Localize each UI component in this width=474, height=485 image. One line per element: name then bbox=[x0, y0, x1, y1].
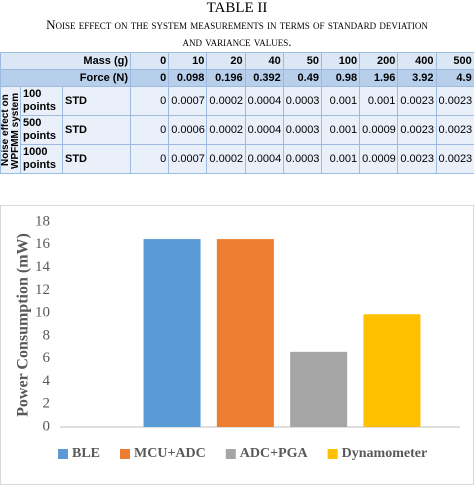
y-tick-label: 6 bbox=[43, 350, 51, 366]
cell-value: 0.001 bbox=[359, 86, 399, 116]
bar bbox=[290, 351, 348, 427]
cell-value: 0.0007 bbox=[168, 144, 208, 174]
measure-label: STD bbox=[61, 86, 132, 116]
cell-value: 0.0023 bbox=[435, 86, 474, 116]
table-caption: Noise effect on the system measurements … bbox=[46, 17, 428, 49]
y-tick-label: 18 bbox=[35, 213, 50, 229]
y-tick-label: 16 bbox=[35, 236, 51, 252]
header-value: 200 bbox=[359, 52, 399, 70]
legend-label: Dynamometer bbox=[342, 446, 428, 461]
cell-value: 0 bbox=[130, 115, 170, 145]
cell-value: 0 bbox=[130, 86, 170, 116]
data-table: Mass (g) 0 10 20 40 50 100 200 400 500 Force (N) 0 0… bbox=[0, 52, 474, 174]
legend-swatch bbox=[327, 449, 338, 459]
cell-value: 0.0023 bbox=[435, 144, 474, 174]
cell-value: 0.0023 bbox=[435, 115, 474, 145]
legend-label: MCU+ADC bbox=[134, 446, 206, 461]
legend-label: BLE bbox=[72, 446, 100, 461]
measure-label: STD bbox=[61, 115, 132, 145]
header-value: 400 bbox=[397, 52, 437, 70]
group-label: Noise effect on WPFMM system bbox=[0, 86, 21, 174]
legend-label: ADC+PGA bbox=[240, 446, 309, 461]
bar bbox=[216, 239, 274, 427]
cell-value: 0.0007 bbox=[168, 86, 208, 116]
cell-value: 0.0009 bbox=[359, 115, 399, 145]
cell-value: 0.0023 bbox=[397, 115, 437, 145]
header-label: Mass (g) bbox=[0, 52, 132, 70]
header-value: 500 bbox=[435, 52, 474, 70]
header-value: 0.098 bbox=[168, 69, 208, 87]
cell-value: 0.0003 bbox=[282, 115, 322, 145]
cell-value: 0.0002 bbox=[206, 144, 246, 174]
row-label: 500 points bbox=[20, 115, 63, 145]
header-value: 0.98 bbox=[320, 69, 361, 87]
y-tick-label: 2 bbox=[43, 396, 51, 412]
header-value: 40 bbox=[244, 52, 284, 70]
header-value: 0 bbox=[130, 52, 170, 70]
header-value: 1.96 bbox=[359, 69, 399, 87]
cell-value: 0.0003 bbox=[282, 86, 322, 116]
header-row: Mass (g) 0 10 20 40 50 100 200 400 500 bbox=[0, 52, 474, 70]
bar bbox=[363, 314, 421, 427]
bar bbox=[143, 239, 201, 427]
y-tick-label: 12 bbox=[35, 282, 50, 298]
cell-value: 0.0023 bbox=[397, 86, 437, 116]
header-value: 50 bbox=[282, 52, 322, 70]
cell-value: 0.001 bbox=[320, 144, 361, 174]
cell-value: 0.0003 bbox=[282, 144, 322, 174]
cell-value: 0.0004 bbox=[244, 144, 284, 174]
cell-value: 0.0004 bbox=[244, 115, 284, 145]
table-title: TABLE II bbox=[206, 0, 268, 16]
cell-value: 0 bbox=[130, 144, 170, 174]
y-tick-label: 4 bbox=[43, 373, 51, 389]
header-value: 0.196 bbox=[206, 69, 246, 87]
chart: Power Consumption (mW) 0 2 4 6 8 10 12 14 16 18 BL… bbox=[0, 205, 474, 485]
header-value: 20 bbox=[206, 52, 246, 70]
y-tick-label: 8 bbox=[43, 327, 51, 343]
y-axis-label: Power Consumption (mW) bbox=[15, 233, 32, 417]
cell-value: 0.001 bbox=[320, 115, 361, 145]
cell-value: 0.0002 bbox=[206, 115, 246, 145]
header-value: 100 bbox=[320, 52, 361, 70]
cell-value: 0.0004 bbox=[244, 86, 284, 116]
header-value: 0.49 bbox=[282, 69, 322, 87]
cell-value: 0.001 bbox=[320, 86, 361, 116]
header-value: 4.9 bbox=[435, 69, 474, 87]
y-tick-label: 10 bbox=[35, 305, 50, 321]
header-row: Force (N) 0 0.098 0.196 0.392 0.49 0.98 1.96 3.9… bbox=[0, 69, 474, 87]
cell-value: 0.0023 bbox=[397, 144, 437, 174]
y-tick-label: 14 bbox=[35, 259, 51, 275]
data-row: 500 points STD 0 0.0006 0.0002 0.0004 0.0003 0.… bbox=[1, 115, 474, 145]
measure-label: STD bbox=[61, 144, 132, 174]
header-value: 10 bbox=[168, 52, 208, 70]
legend-swatch bbox=[225, 449, 236, 459]
legend-swatch bbox=[58, 449, 68, 459]
data-row: Noise effect on WPFMM system 100 points ST… bbox=[0, 86, 474, 174]
cell-value: 0.0009 bbox=[359, 144, 399, 174]
header-value: 3.92 bbox=[397, 69, 437, 87]
y-tick-label: 0 bbox=[43, 418, 51, 434]
header-value: 0.392 bbox=[244, 69, 284, 87]
cell-value: 0.0006 bbox=[168, 115, 208, 145]
cell-value: 0.0002 bbox=[206, 86, 246, 116]
row-label: 1000 points bbox=[20, 144, 63, 174]
data-row: 1000 points STD 0 0.0007 0.0002 0.0004 0.0003 0… bbox=[1, 144, 474, 174]
header-value: 0 bbox=[130, 69, 170, 87]
legend-swatch bbox=[120, 449, 131, 459]
row-label: 100 points bbox=[20, 86, 63, 116]
header-label: Force (N) bbox=[0, 69, 132, 87]
